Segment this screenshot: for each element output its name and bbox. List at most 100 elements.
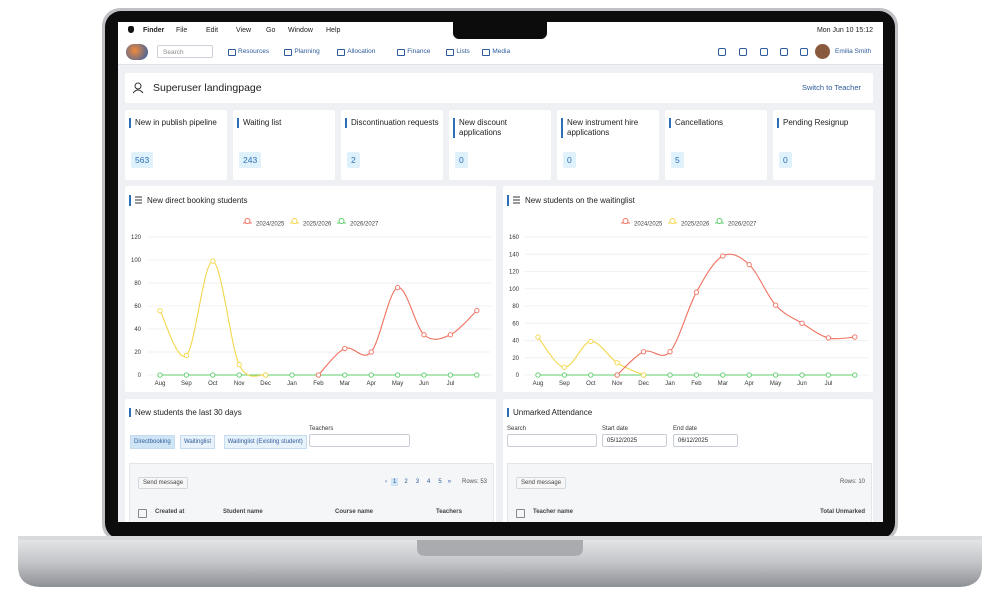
y-tick-label: 0 (516, 373, 520, 379)
select-all[interactable] (516, 509, 525, 518)
user-name[interactable]: Emilia Smith (835, 48, 872, 55)
nav-item[interactable]: Allocation (347, 48, 376, 55)
app-name[interactable]: Finder (143, 27, 165, 34)
nav-item[interactable]: Lists (456, 48, 470, 55)
stat-card: New instrument hire applications 0 (557, 110, 659, 180)
data-point (693, 372, 700, 378)
menu-item[interactable]: Window (288, 27, 313, 34)
x-tick-label: Jun (797, 381, 807, 387)
table-box: Send message Rows: 10 Teacher name Total Un… (507, 463, 872, 522)
base (18, 538, 982, 587)
page-prev[interactable]: ‹ (385, 479, 387, 485)
data-point (825, 335, 832, 341)
data-point (614, 360, 620, 366)
data-point (535, 372, 541, 378)
tab[interactable]: Waitinglist (179, 435, 216, 449)
x-tick-label: Jan (287, 381, 297, 387)
x-tick-label: Nov (612, 381, 623, 387)
nav-tool-icon[interactable] (800, 48, 808, 56)
menu-item[interactable]: Go (266, 27, 276, 34)
y-tick-label: 100 (509, 287, 520, 293)
chart-card: New direct booking students 0 20 40 60 80 100 1… (125, 186, 496, 392)
x-tick-label: Sep (559, 381, 570, 387)
clock: Mon Jun 10 15:12 (816, 27, 873, 34)
logo (126, 44, 148, 60)
page-next[interactable]: » (447, 479, 452, 485)
data-point (394, 372, 401, 378)
data-point (720, 253, 726, 259)
menu-item[interactable]: File (176, 27, 188, 34)
legend-label: 2025/2026 (681, 222, 710, 228)
nav-tool-icon[interactable] (739, 48, 747, 56)
chart: New students on the waitinglist 0 20 40 60 80… (507, 195, 869, 387)
data-point (315, 372, 322, 378)
tab[interactable]: Waitinglist (Existing student) (223, 435, 307, 449)
send-button[interactable]: Send message (516, 477, 567, 489)
data-point (157, 307, 163, 314)
legend-marker (244, 218, 251, 224)
data-point (772, 302, 779, 308)
menu-item[interactable]: View (236, 27, 252, 34)
data-point (799, 320, 805, 326)
column-header: Teacher name (533, 509, 573, 515)
nav-bar: Search Resources Planning Allocation Finance… (118, 40, 883, 65)
panel-title: Unmarked Attendance (507, 408, 592, 417)
start-input[interactable]: 05/12/2025 (602, 434, 667, 447)
send-button[interactable]: Send message (138, 477, 189, 489)
data-point (746, 372, 752, 378)
title-bar (129, 195, 131, 206)
nav-item[interactable]: Finance (407, 48, 431, 55)
select-all[interactable] (138, 509, 147, 518)
search-box[interactable]: Search (157, 45, 213, 58)
nav-item[interactable]: Resources (238, 48, 270, 55)
nav-icon (446, 49, 455, 56)
page-link[interactable]: 2 (404, 479, 408, 485)
nav-tool-icon[interactable] (780, 48, 788, 56)
stat-value: 0 (779, 152, 792, 168)
title-icon (513, 196, 520, 204)
data-point (640, 349, 647, 355)
x-tick-label: Jan (665, 381, 675, 387)
data-point (588, 338, 594, 345)
menu-item[interactable]: Help (326, 27, 341, 34)
tab[interactable]: Directbooking (130, 435, 175, 449)
end-input[interactable]: 06/12/2025 (673, 434, 738, 447)
table-box: Send message ‹ 1 2 3 4 5 » Rows: 53 Created at Stu… (129, 463, 494, 522)
data-point (588, 372, 594, 378)
search-input[interactable] (507, 434, 597, 447)
data-point (561, 364, 568, 370)
x-tick-label: Jun (419, 381, 429, 387)
chart-title: New direct booking students (147, 196, 248, 205)
nav-item[interactable]: Planning (294, 48, 320, 55)
data-point (157, 372, 163, 378)
teacher-select[interactable] (309, 434, 410, 447)
column-header: Total Unmarked (820, 509, 865, 515)
page-link[interactable]: 4 (427, 479, 431, 485)
title-icon (135, 196, 142, 204)
nav-icon (284, 49, 293, 56)
page-link[interactable]: 1 (391, 478, 399, 486)
x-tick-label: May (392, 381, 403, 387)
page-link[interactable]: 3 (415, 479, 420, 485)
data-point (183, 352, 190, 359)
apple-menu[interactable] (128, 26, 134, 33)
nav-icon (337, 49, 346, 56)
page-link[interactable]: 5 (438, 479, 442, 485)
y-tick-label: 40 (512, 339, 519, 345)
stat-label: New instrument hire applications (561, 118, 657, 138)
filter-label: Teachers (309, 426, 334, 432)
data-point (368, 349, 374, 355)
column-header: Created at (155, 509, 185, 515)
nav-tool-icon[interactable] (718, 48, 726, 56)
stat-value: 0 (563, 152, 576, 168)
rows-count: Rows: 53 (461, 479, 487, 485)
stat-card: New in publish pipeline 563 (125, 110, 227, 180)
nav-tool-icon[interactable] (760, 48, 768, 56)
data-point (561, 372, 568, 378)
switch-link[interactable]: Switch to Teacher (801, 83, 861, 92)
legend-label: 2024/2025 (634, 222, 663, 228)
menu-item[interactable]: Edit (206, 27, 219, 34)
legend-label: 2025/2026 (303, 222, 332, 228)
nav-item[interactable]: Media (492, 48, 511, 55)
